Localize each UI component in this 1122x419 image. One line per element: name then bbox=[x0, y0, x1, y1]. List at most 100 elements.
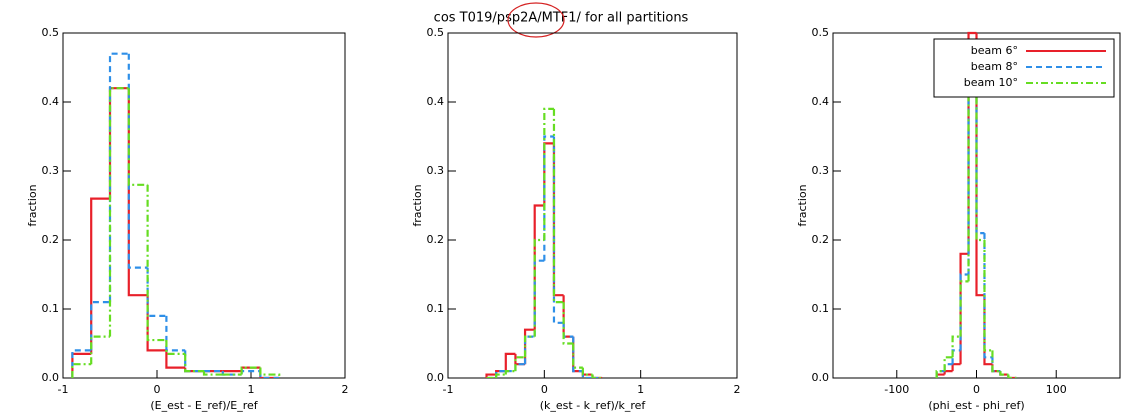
y-axis-label: fraction bbox=[26, 184, 39, 226]
histogram-step bbox=[959, 280, 969, 337]
plot-frame bbox=[447, 32, 738, 379]
y-tick-label: 0.1 bbox=[42, 302, 60, 315]
x-axis-label: (phi_est - phi_ref) bbox=[928, 399, 1024, 412]
y-axis-label: fraction bbox=[411, 184, 424, 226]
histogram-step bbox=[572, 343, 583, 369]
histogram-step bbox=[533, 259, 545, 337]
x-tick-label: -1 bbox=[443, 383, 454, 396]
histogram-step bbox=[951, 363, 961, 372]
histogram-step bbox=[108, 87, 129, 337]
histogram-step bbox=[935, 373, 945, 378]
y-tick-label: 0.4 bbox=[42, 95, 60, 108]
histogram-step bbox=[504, 352, 516, 372]
x-axis-label: (E_est - E_ref)/E_ref bbox=[150, 399, 258, 412]
histogram-step bbox=[240, 366, 261, 375]
x-tick-label: -100 bbox=[884, 383, 909, 396]
histogram-step bbox=[523, 335, 535, 358]
histogram-step bbox=[259, 367, 281, 378]
x-tick-label: 0 bbox=[154, 383, 161, 396]
x-tick-label: 2 bbox=[734, 383, 741, 396]
y-tick-label: 0.5 bbox=[42, 26, 60, 39]
y-tick-label: 0.1 bbox=[812, 302, 830, 315]
y-tick-label: 0.2 bbox=[812, 233, 830, 246]
histogram-step bbox=[523, 328, 535, 365]
histogram-step bbox=[127, 53, 148, 269]
histogram-step bbox=[572, 336, 583, 373]
histogram-step bbox=[71, 349, 92, 378]
histogram-step bbox=[959, 273, 969, 351]
histogram-step bbox=[127, 88, 148, 297]
y-axis-label: fraction bbox=[796, 184, 809, 226]
histogram-step bbox=[959, 252, 969, 365]
histogram-step bbox=[1007, 374, 1017, 378]
y-tick-label: 0.2 bbox=[427, 233, 445, 246]
histogram-step bbox=[552, 143, 564, 297]
histogram-step bbox=[572, 336, 583, 373]
y-tick-label: 0.4 bbox=[812, 95, 830, 108]
histogram-step bbox=[127, 88, 148, 186]
histogram-step bbox=[504, 370, 516, 375]
histogram-step bbox=[543, 107, 554, 240]
histogram-step bbox=[943, 356, 953, 372]
histogram-step bbox=[562, 322, 574, 338]
y-tick-label: 0.3 bbox=[812, 164, 830, 177]
histogram-step bbox=[991, 357, 1001, 373]
x-tick-label: 0 bbox=[973, 383, 980, 396]
figure-title: cos T019/psp2A/MTF1/ for all partitions bbox=[434, 11, 689, 26]
histogram-step bbox=[562, 302, 574, 345]
histogram-step bbox=[165, 350, 186, 369]
x-tick-label: 1 bbox=[637, 383, 644, 396]
y-tick-label: 0.0 bbox=[427, 371, 445, 384]
x-axis-label: (k_est - k_ref)/k_ref bbox=[540, 399, 647, 412]
histogram-step bbox=[533, 204, 545, 330]
y-tick-label: 0.2 bbox=[42, 233, 60, 246]
histogram-step bbox=[991, 350, 1001, 373]
histogram-step bbox=[485, 373, 497, 378]
histogram-step bbox=[943, 370, 953, 375]
histogram-step bbox=[108, 52, 129, 303]
legend-label: beam 8° bbox=[971, 60, 1018, 73]
x-tick-label: -1 bbox=[58, 383, 69, 396]
x-tick-label: 100 bbox=[1046, 383, 1067, 396]
plot-frame bbox=[62, 32, 346, 379]
histogram-step bbox=[184, 350, 204, 373]
x-tick-label: 2 bbox=[342, 383, 349, 396]
histogram-step bbox=[165, 315, 186, 352]
histogram-step bbox=[514, 353, 526, 366]
histogram-step bbox=[951, 349, 961, 365]
histogram-step bbox=[514, 356, 526, 372]
histogram-step bbox=[146, 295, 167, 352]
histogram-step bbox=[108, 87, 129, 199]
histogram-step bbox=[552, 136, 564, 324]
histogram-step bbox=[71, 363, 92, 378]
y-tick-label: 0.1 bbox=[427, 302, 445, 315]
histogram-step bbox=[165, 340, 186, 355]
histogram-step bbox=[581, 367, 593, 376]
x-tick-label: 0 bbox=[541, 383, 548, 396]
histogram-step bbox=[495, 373, 506, 378]
legend-label: beam 6° bbox=[971, 44, 1018, 57]
histogram-step bbox=[552, 108, 564, 304]
y-tick-label: 0.5 bbox=[812, 26, 830, 39]
histogram-step bbox=[90, 197, 110, 354]
histogram-step bbox=[983, 240, 993, 352]
y-tick-label: 0.4 bbox=[427, 95, 445, 108]
y-tick-label: 0.3 bbox=[427, 164, 445, 177]
x-tick-label: 1 bbox=[248, 383, 255, 396]
histogram-step bbox=[543, 135, 554, 261]
histogram-step bbox=[146, 184, 167, 342]
histogram-step bbox=[71, 352, 92, 378]
highlight-ellipse bbox=[507, 2, 565, 38]
histogram-step bbox=[184, 353, 204, 373]
y-tick-label: 0.3 bbox=[42, 164, 60, 177]
histogram-step bbox=[999, 371, 1009, 376]
histogram-step bbox=[146, 267, 167, 317]
histogram-step bbox=[543, 142, 554, 206]
histogram-step bbox=[202, 371, 223, 376]
y-tick-label: 0.0 bbox=[42, 371, 60, 384]
y-tick-label: 0.0 bbox=[812, 371, 830, 384]
histogram-step bbox=[983, 295, 993, 366]
histogram-step bbox=[935, 370, 945, 378]
histogram-step bbox=[591, 374, 603, 378]
histogram-step bbox=[259, 367, 280, 378]
